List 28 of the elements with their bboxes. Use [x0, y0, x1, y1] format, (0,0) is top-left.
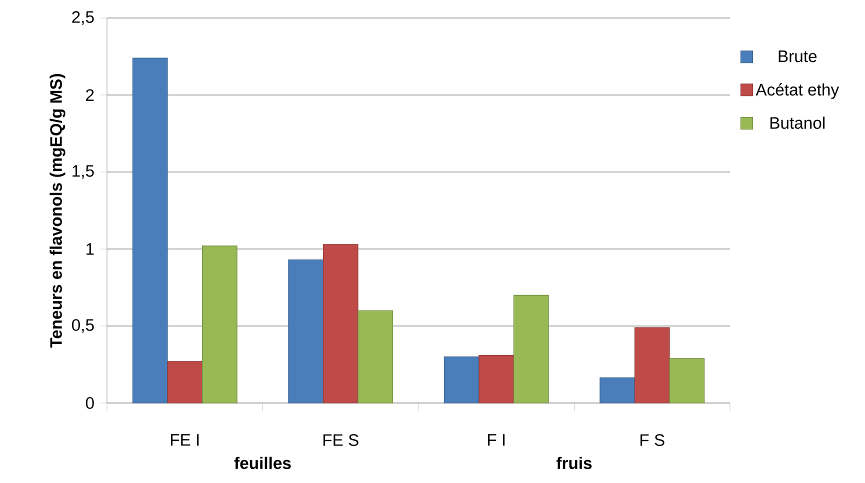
bar [600, 377, 636, 404]
text: feuilles [234, 456, 291, 470]
y-tick-label: 1,5 [72, 165, 94, 179]
bar [669, 358, 705, 404]
bar [167, 361, 203, 404]
legend-label: Butanol [770, 116, 825, 129]
x-tick-label: F S [640, 434, 664, 446]
bar [634, 327, 670, 404]
y-tick-label: 0 [86, 397, 94, 409]
bar [202, 246, 238, 404]
y-tick-label: 0,5 [72, 319, 94, 333]
bar [322, 244, 358, 404]
bar [444, 356, 480, 404]
bar [514, 294, 549, 404]
y-axis-title: Teneurs en flavonols (mgEQ/g MS) [50, 74, 66, 348]
y-tick-label: 2,5 [72, 11, 94, 25]
bar [132, 58, 168, 404]
legend-label: Acétat ethy [756, 83, 840, 99]
bar [478, 354, 514, 404]
x-tick-label: F I [488, 434, 505, 446]
x-tick-label: FE I [170, 434, 199, 446]
bar [288, 260, 324, 404]
y-tick-label: 1 [86, 243, 94, 255]
y-tick-label: 2 [86, 89, 94, 101]
legend-label: Brute [778, 50, 817, 62]
text: fruis [556, 456, 592, 470]
bar [358, 310, 394, 404]
x-tick-label: FE S [323, 434, 358, 446]
